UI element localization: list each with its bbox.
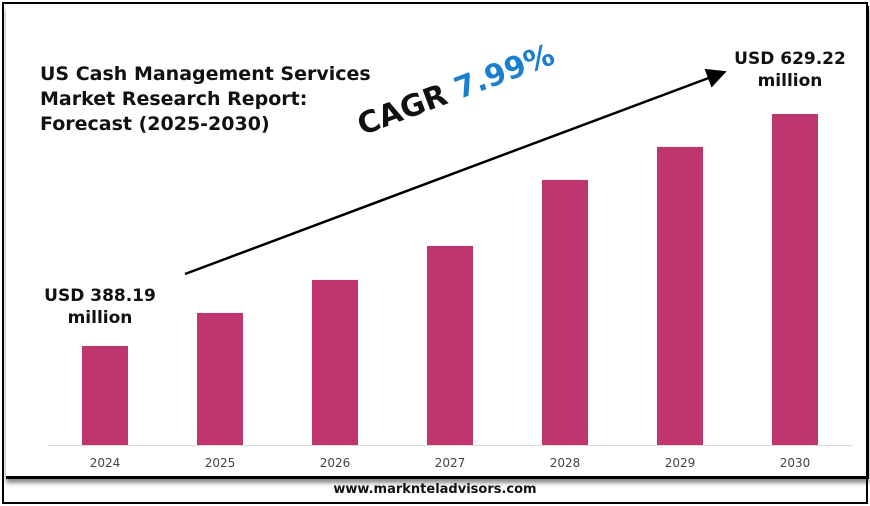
bar-2027 (427, 245, 473, 445)
title-line-2: Market Research Report: (40, 88, 308, 110)
start-value: USD 388.19 (44, 286, 156, 306)
bar-2029 (657, 146, 703, 445)
end-unit: million (757, 71, 823, 91)
x-tick-label: 2026 (320, 456, 351, 470)
bar-2025 (197, 312, 243, 445)
chart-title: US Cash Management Services Market Resea… (40, 62, 371, 137)
bar-2026 (312, 279, 358, 445)
bar-2028 (542, 179, 588, 446)
title-line-1: US Cash Management Services (40, 63, 371, 85)
x-tick-label: 2030 (780, 456, 811, 470)
growth-arrow (184, 68, 727, 276)
end-value-label: USD 629.22 million (715, 48, 865, 92)
x-tick-label: 2024 (90, 456, 121, 470)
x-tick-label: 2027 (435, 456, 466, 470)
title-line-3: Forecast (2025-2030) (40, 113, 270, 135)
x-tick-label: 2029 (665, 456, 696, 470)
x-tick-label: 2025 (205, 456, 236, 470)
end-value: USD 629.22 (734, 49, 846, 69)
bar-2024 (82, 345, 128, 445)
bar-2030 (772, 113, 818, 446)
footer-website[interactable]: www.marknteladvisors.com (333, 482, 537, 497)
start-unit: million (67, 308, 133, 328)
x-tick-label: 2028 (550, 456, 581, 470)
start-value-label: USD 388.19 million (30, 285, 170, 329)
